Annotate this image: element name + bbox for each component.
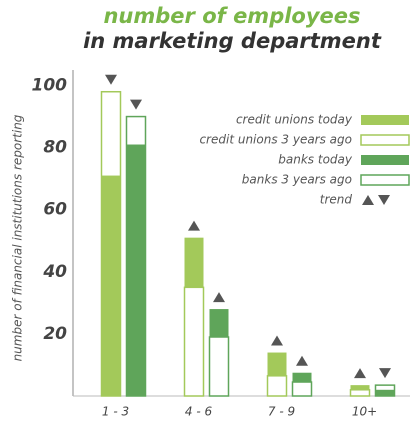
bar [126, 144, 146, 396]
trend-arrow [271, 335, 283, 346]
legend-label: banks 3 years ago [242, 173, 352, 187]
legend-swatch [361, 115, 409, 125]
y-tick-label: 80 [43, 138, 67, 158]
x-tick-label: 7 - 9 [268, 405, 295, 419]
chart-title: number of employees [103, 4, 360, 28]
legend-label: credit unions 3 years ago [199, 133, 352, 147]
bar [183, 286, 205, 397]
x-tick-label: 10+ [352, 405, 377, 419]
legend-label: trend [320, 193, 353, 207]
y-tick-label: 40 [42, 262, 67, 282]
bar [266, 375, 288, 397]
legend-swatch [361, 155, 409, 165]
bar [375, 389, 395, 396]
trend-arrow [296, 355, 308, 366]
y-axis-label: number of financial institutions reporti… [11, 114, 25, 361]
bar [291, 381, 313, 397]
trend-arrow [130, 99, 142, 110]
legend-swatch [360, 174, 410, 186]
trend-arrow [354, 368, 366, 379]
bar [208, 336, 230, 397]
y-tick-label: 20 [43, 324, 67, 344]
y-tick-label: 100 [32, 76, 68, 96]
bar [101, 175, 121, 396]
legend-label: banks today [278, 153, 353, 167]
chart-subtitle: in marketing department [83, 29, 382, 53]
x-tick-label: 1 - 3 [102, 405, 129, 419]
legend-trend-down [378, 195, 390, 205]
trend-arrow [105, 74, 117, 85]
legend-label: credit unions today [236, 113, 353, 127]
legend-swatch [360, 134, 410, 146]
legend-trend-up [362, 195, 374, 205]
trend-arrow [188, 220, 200, 231]
x-tick-label: 4 - 6 [185, 405, 213, 419]
trend-arrow [379, 368, 391, 379]
y-tick-label: 60 [43, 200, 67, 220]
bar [349, 389, 371, 397]
trend-arrow [213, 292, 225, 303]
